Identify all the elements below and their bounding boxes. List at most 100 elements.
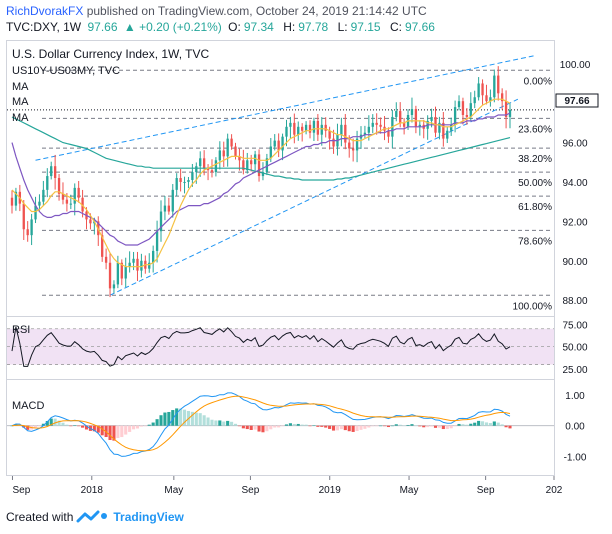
candle-body xyxy=(14,191,18,206)
candle-body xyxy=(469,103,472,117)
macd-histogram-bar xyxy=(296,423,300,426)
trend-channel-line xyxy=(109,98,519,296)
macd-tick-label: -1.00 xyxy=(564,453,587,464)
candle-body xyxy=(450,124,453,131)
macd-histogram-bar xyxy=(480,421,485,426)
candle-body xyxy=(69,203,72,205)
candle-body xyxy=(246,160,249,171)
macd-histogram-bar xyxy=(249,425,253,430)
macd-histogram-bar xyxy=(22,425,26,428)
symbol-bar: TVC:DXY, 1W 97.66 ▲ +0.20 (+0.21%) O: 97.… xyxy=(6,20,441,34)
candle-body xyxy=(108,262,112,289)
macd-histogram-bar xyxy=(363,425,367,429)
candle-body xyxy=(387,130,390,137)
time-tick-label: 202 xyxy=(546,485,563,496)
candle-body xyxy=(500,93,504,102)
ma-fast-line xyxy=(11,98,511,268)
rsi-tick-label: 25.00 xyxy=(562,365,587,376)
macd-histogram-bar xyxy=(171,410,175,426)
ma-legend-2[interactable]: MA xyxy=(12,96,29,108)
candle-body xyxy=(77,187,80,198)
candle-body xyxy=(438,122,441,133)
ohlc-high: H: 97.78 xyxy=(283,20,329,34)
macd-pane-frame xyxy=(6,379,555,476)
symbol-label: TVC:DXY, 1W xyxy=(6,20,82,34)
candle-body xyxy=(316,120,320,135)
candle-body xyxy=(226,138,229,157)
macd-histogram-bar xyxy=(155,419,159,426)
macd-histogram-bar xyxy=(253,425,257,430)
macd-histogram-bar xyxy=(300,424,304,426)
candle-body xyxy=(187,180,190,182)
macd-tick-label: 0.00 xyxy=(565,422,585,433)
macd-histogram-bar xyxy=(167,411,171,426)
macd-signal-line xyxy=(11,395,511,452)
macd-histogram-bar xyxy=(241,425,245,429)
candle-body xyxy=(120,262,123,279)
time-tick-label: Sep xyxy=(477,485,495,496)
tradingview-brand[interactable]: TradingView xyxy=(113,510,184,524)
candle-body xyxy=(136,258,139,271)
macd-histogram-bar xyxy=(465,424,469,426)
candle-body xyxy=(418,124,421,127)
macd-histogram-bar xyxy=(457,423,461,426)
ma-legend-1[interactable]: MA xyxy=(12,81,29,93)
candle-body xyxy=(375,122,378,125)
macd-histogram-bar xyxy=(492,421,496,426)
macd-histogram-bar xyxy=(422,425,426,428)
candle-body xyxy=(175,178,178,190)
time-tick-label: May xyxy=(400,485,419,496)
macd-histogram-bar xyxy=(230,421,234,426)
time-tick-label: Sep xyxy=(12,485,30,496)
candle-body xyxy=(191,172,194,180)
macd-histogram-bar xyxy=(226,420,230,426)
macd-histogram-bar xyxy=(37,425,42,427)
macd-histogram-bar xyxy=(426,425,430,428)
ma-mid-line xyxy=(11,112,511,246)
macd-histogram-bar xyxy=(304,424,308,426)
macd-histogram-bar xyxy=(53,418,57,426)
macd-histogram-bar xyxy=(437,425,441,428)
macd-histogram-bar xyxy=(210,419,214,426)
ohlc-close: C: 97.66 xyxy=(389,20,435,34)
macd-tick-label: 1.00 xyxy=(565,391,585,402)
candle-body xyxy=(367,126,371,133)
candle-body xyxy=(214,160,218,173)
macd-histogram-bar xyxy=(202,415,206,426)
candle-body xyxy=(53,166,57,179)
price-change: ▲ +0.20 (+0.21%) xyxy=(123,20,222,34)
candle-body xyxy=(124,266,127,279)
macd-histogram-bar xyxy=(312,425,316,426)
macd-histogram-bar xyxy=(237,425,241,427)
candle-body xyxy=(148,262,151,269)
candle-body xyxy=(269,146,272,159)
fib-level-label: 61.80% xyxy=(518,202,552,213)
candle-body xyxy=(504,101,508,117)
macd-histogram-bar xyxy=(277,425,281,428)
ma-legend-3[interactable]: MA xyxy=(12,112,29,124)
candle-body xyxy=(171,189,174,212)
macd-histogram-bar xyxy=(359,425,363,430)
candle-body xyxy=(179,178,182,182)
macd-histogram-bar xyxy=(163,412,167,426)
macd-histogram-bar xyxy=(73,425,77,426)
macd-histogram-bar xyxy=(508,425,512,429)
macd-histogram-bar xyxy=(96,425,100,433)
time-tick-label: May xyxy=(164,485,183,496)
publish-text: published on TradingView.com, October 24… xyxy=(86,4,427,18)
fib-level-label: 100.00% xyxy=(513,301,553,312)
candle-body xyxy=(57,178,61,194)
macd-histogram-bar xyxy=(273,425,277,428)
macd-histogram-bar xyxy=(449,425,453,429)
rsi-tick-label: 50.00 xyxy=(562,343,587,354)
macd-histogram-bar xyxy=(214,420,218,426)
macd-histogram-bar xyxy=(331,425,336,431)
candle-body xyxy=(485,95,488,102)
macd-histogram-bar xyxy=(398,424,402,426)
candle-body xyxy=(328,130,331,139)
candle-body xyxy=(199,158,202,167)
candle-body xyxy=(234,146,237,157)
macd-histogram-bar xyxy=(233,423,238,426)
author-link[interactable]: RichDvorakFX xyxy=(6,4,84,18)
